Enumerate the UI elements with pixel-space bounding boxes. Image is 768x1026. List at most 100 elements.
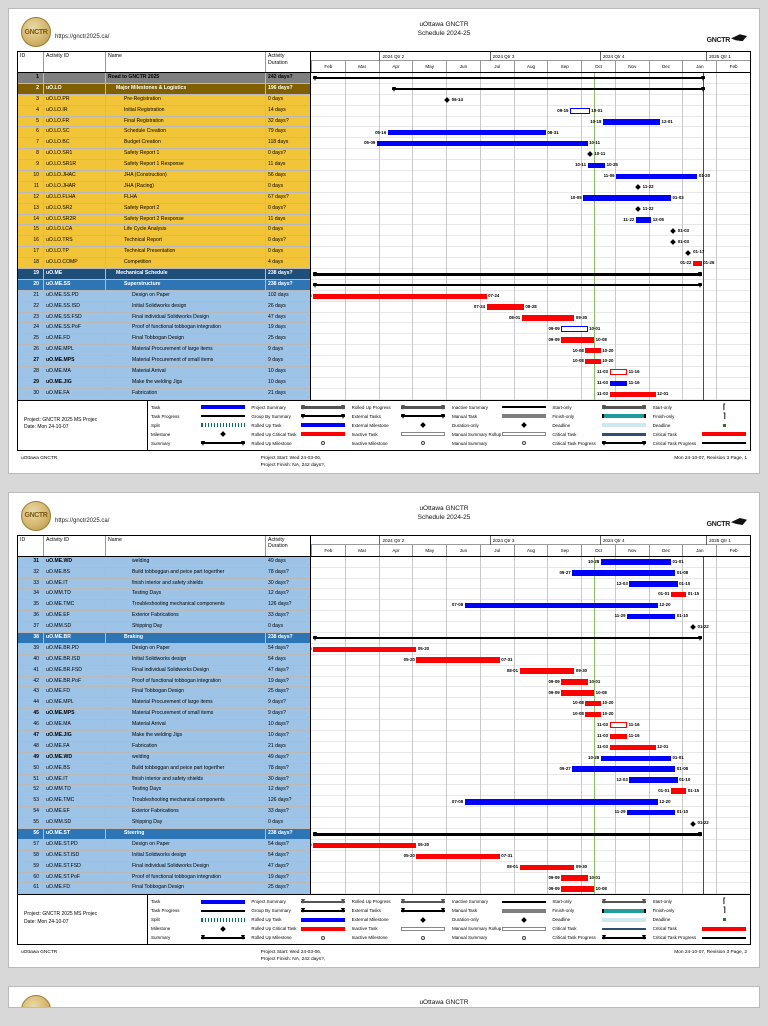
table-row[interactable]: 38 uO.ME.BR Braking 238 days? <box>18 632 310 644</box>
task-bar[interactable] <box>561 875 588 881</box>
gantt-bar-group[interactable]: 11-03 12-01 <box>311 389 750 400</box>
gantt-bar-group[interactable]: 10-11 10-25 <box>311 160 750 171</box>
task-bar[interactable] <box>609 380 628 387</box>
gantt-bar-group[interactable]: 11-22 12-05 <box>311 215 750 226</box>
milestone-marker[interactable] <box>689 820 696 827</box>
table-row[interactable]: 11 uO.LO.JHAR JHA (Racing) 0 days <box>18 181 310 193</box>
gantt-bar-group[interactable]: 11-03 11-16 <box>311 720 750 731</box>
gantt-bar-group[interactable]: 10-08 10-20 <box>311 356 750 367</box>
table-row[interactable]: 10 uO.LO.JHAC JHA (Construction) 56 days <box>18 171 310 182</box>
table-row[interactable]: 37 uO.MM.SD Shipping Day 0 days <box>18 622 310 633</box>
table-row[interactable]: 61 uO.ME.FD Final Tobbogan Design 25 days? <box>18 883 310 895</box>
gantt-bar-group[interactable]: 09-15 10-01 <box>311 106 750 117</box>
gantt-bar-group[interactable]: 03-06 05-20 <box>311 840 750 851</box>
table-row[interactable]: 60 uO.ME.ST.PoF Proof of functional tobbog… <box>18 872 310 884</box>
table-row[interactable]: 46 uO.ME.MA Material Arrival 10 days? <box>18 720 310 731</box>
table-row[interactable]: 42 uO.ME.BR.PoF Proof of functional tobbog… <box>18 676 310 688</box>
task-bar[interactable] <box>519 668 575 674</box>
table-row[interactable]: 41 uO.ME.BR.FSD Final individual Solidwork… <box>18 665 310 677</box>
gantt-bar-group[interactable]: 11-29 01-10 <box>311 611 750 622</box>
table-row[interactable]: 59 uO.ME.ST.FSD Final individual Solidwork… <box>18 861 310 873</box>
gantt-bar-group[interactable]: 11-03 11-16 <box>311 731 750 742</box>
table-row[interactable]: 7 uO.LO.BC Budget Creation 118 days <box>18 138 310 150</box>
gantt-bar-group[interactable]: 07-24 08-28 <box>311 302 750 313</box>
task-bar[interactable] <box>561 886 595 892</box>
gantt-bar-group[interactable]: 09-09 10-08 <box>311 884 750 895</box>
task-bar[interactable] <box>561 337 595 343</box>
task-bar[interactable] <box>572 766 676 772</box>
gantt-bar-group[interactable]: 05-09 10-11 <box>311 138 750 149</box>
gantt-bar-group[interactable]: 01-03 <box>311 237 750 248</box>
task-bar[interactable] <box>464 602 658 609</box>
table-row[interactable]: 20 uO.ME.SS Superstructure 238 days? <box>18 279 310 291</box>
gantt-bar-group[interactable]: 05-20 07-31 <box>311 655 750 666</box>
table-row[interactable]: 57 uO.ME.ST.PD Design on Paper 54 days? <box>18 839 310 851</box>
table-row[interactable]: 17 uO.LO.TP Technical Presentation 0 days <box>18 247 310 259</box>
table-row[interactable]: 47 uO.ME.JIG Make the welding Jigs 10 days? <box>18 730 310 742</box>
table-row[interactable]: 56 uO.ME.ST Steering 238 days? <box>18 828 310 840</box>
task-bar[interactable] <box>583 195 671 201</box>
table-row[interactable]: 22 uO.ME.SS.ISD Initial Solidworks design 2… <box>18 301 310 313</box>
gantt-bar-group[interactable]: 07-08 12-20 <box>311 600 750 611</box>
table-row[interactable]: 23 uO.ME.SS.FSD Final individual Solidwork… <box>18 312 310 324</box>
task-bar[interactable] <box>416 853 500 859</box>
gantt-bar-group[interactable] <box>311 269 750 280</box>
table-row[interactable]: 24 uO.ME.SS.PoF Proof of functional tobbog… <box>18 323 310 335</box>
task-bar[interactable] <box>609 391 656 398</box>
task-bar[interactable] <box>609 744 656 750</box>
table-row[interactable]: 53 uO.ME.TMC Troubleshooting mechanical co… <box>18 796 310 808</box>
gantt-bar-group[interactable]: 11-06 01-20 <box>311 171 750 182</box>
gantt-bar-group[interactable]: 09-09 10-08 <box>311 335 750 346</box>
gantt-bar-group[interactable]: 09-27 01-08 <box>311 568 750 579</box>
task-bar[interactable] <box>313 293 487 299</box>
task-bar[interactable] <box>519 864 575 870</box>
table-row[interactable]: 12 uO.LO.FLHA FLHA 67 days? <box>18 192 310 204</box>
gantt-bar-group[interactable]: 11-03 12-01 <box>311 742 750 753</box>
table-row[interactable]: 32 uO.ME.BS Build tobboggan and peice part… <box>18 567 310 579</box>
table-row[interactable]: 48 uO.ME.FA Fabrication 21 days <box>18 741 310 753</box>
gantt-bar-group[interactable]: 09-09 10-01 <box>311 873 750 884</box>
task-bar[interactable] <box>585 348 601 354</box>
milestone-marker[interactable] <box>685 249 692 256</box>
table-row[interactable]: 36 uO.ME.EF Exterior Fabrications 33 days? <box>18 611 310 623</box>
task-bar[interactable] <box>609 733 628 740</box>
gantt-bar-group[interactable]: 10-28 01-01 <box>311 557 750 568</box>
table-row[interactable]: 54 uO.ME.EF Exterior Fabrications 33 days? <box>18 807 310 819</box>
gantt-bar-group[interactable]: 10-08 10-20 <box>311 709 750 720</box>
gantt-bar-group[interactable]: 10-08 10-20 <box>311 346 750 357</box>
table-row[interactable]: 3 uO.LO.PR Pre-Registration 0 days <box>18 94 310 106</box>
table-row[interactable]: 50 uO.ME.BS Build tobboggan and peice part… <box>18 763 310 775</box>
table-row[interactable]: 25 uO.ME.FD Final Tobbogan Design 25 days <box>18 334 310 346</box>
milestone-marker[interactable] <box>670 238 676 245</box>
task-bar[interactable] <box>600 755 671 761</box>
gantt-bar-group[interactable]: 01-17 <box>311 247 750 258</box>
table-row[interactable]: 15 uO.LO.LCA Life Cycle Analysis 0 days <box>18 225 310 237</box>
table-row[interactable]: 55 uO.MM.SD Shipping Day 0 days <box>18 818 310 829</box>
gantt-bar-group[interactable] <box>311 280 750 291</box>
task-bar[interactable] <box>629 581 678 587</box>
task-bar[interactable] <box>692 260 702 267</box>
gantt-bar-group[interactable]: 08-01 09-30 <box>311 862 750 873</box>
task-bar[interactable] <box>600 559 671 565</box>
task-bar[interactable] <box>561 325 588 332</box>
table-row[interactable]: 30 uO.ME.FA Fabrication 21 days <box>18 388 310 400</box>
gantt-bar-group[interactable]: 11-03 11-16 <box>311 367 750 378</box>
gantt-bar-group[interactable]: 05-16 08-31 <box>311 128 750 139</box>
gantt-bar-group[interactable]: 11-29 01-10 <box>311 807 750 818</box>
task-bar[interactable] <box>416 657 500 663</box>
table-row[interactable]: 19 uO.ME Mechanical Schedule 238 days? <box>18 269 310 280</box>
task-bar[interactable] <box>585 701 601 707</box>
task-bar[interactable] <box>464 799 658 805</box>
task-bar[interactable] <box>521 315 575 321</box>
table-row[interactable]: 43 uO.ME.FD Final Tobbogan Design 25 days? <box>18 687 310 699</box>
summary-bar[interactable] <box>313 832 702 838</box>
gantt-bar-group[interactable]: 01-22 <box>311 818 750 829</box>
gantt-bar-group[interactable]: 01-22 01-26 <box>311 258 750 269</box>
gantt-bar-group[interactable]: 10-18 12-01 <box>311 117 750 128</box>
table-row[interactable]: 18 uO.LO.COMP Competition 4 days <box>18 258 310 270</box>
table-row[interactable]: 49 uO.ME.WD welding 49 days? <box>18 752 310 764</box>
table-row[interactable]: 35 uO.ME.TMC Troubleshooting mechanical co… <box>18 600 310 612</box>
table-row[interactable]: 33 uO.ME.IT finish interior and safety shi… <box>18 578 310 590</box>
milestone-marker[interactable] <box>670 227 676 234</box>
